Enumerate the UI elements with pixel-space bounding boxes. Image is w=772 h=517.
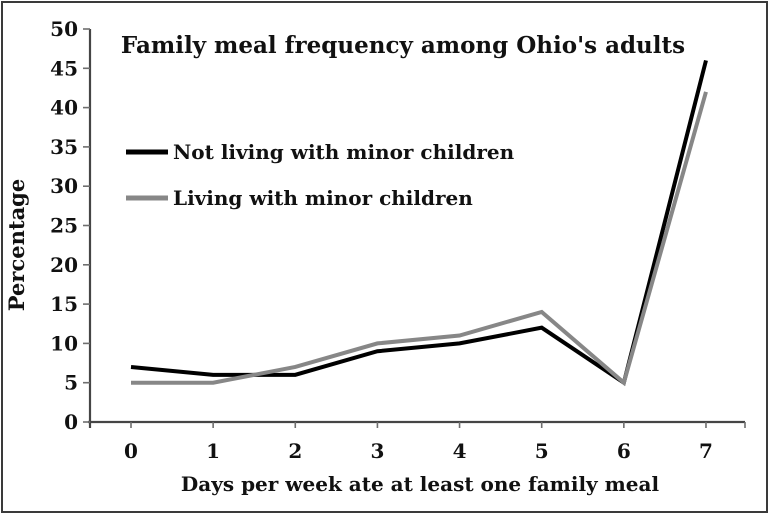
y-tick-label: 20 — [50, 253, 78, 277]
x-axis-label: Days per week ate at least one family me… — [181, 472, 660, 496]
series-line-1 — [131, 91, 708, 387]
y-axis-label: Percentage — [4, 179, 29, 311]
legend-label-not-living-with-minor-children: Not living with minor children — [173, 140, 515, 164]
y-tick-label: 50 — [50, 17, 78, 41]
y-tick-label: 35 — [50, 135, 78, 159]
y-tick-label: 10 — [50, 331, 78, 355]
x-tick-label: 2 — [288, 439, 302, 463]
y-tick-label: 25 — [50, 214, 78, 238]
axes — [88, 29, 745, 428]
y-tick-label: 40 — [50, 96, 78, 120]
y-axis-ticks: 0 5 10 15 20 25 30 35 40 45 50 — [50, 17, 90, 434]
series-lines — [130, 59, 708, 387]
x-tick-label: 5 — [535, 439, 549, 463]
y-tick-label: 0 — [64, 410, 78, 434]
x-tick-label: 7 — [699, 439, 713, 463]
x-tick-label: 1 — [206, 439, 220, 463]
x-axis-ticks: 0 1 2 3 4 5 6 7 — [124, 422, 746, 463]
x-tick-label: 6 — [617, 439, 631, 463]
y-tick-label: 30 — [50, 174, 78, 198]
series-line-0 — [130, 59, 708, 386]
y-tick-label: 45 — [50, 56, 78, 80]
x-tick-label: 0 — [124, 439, 138, 463]
x-tick-label: 3 — [370, 439, 384, 463]
x-tick-label: 4 — [453, 439, 467, 463]
y-tick-label: 5 — [64, 371, 78, 395]
legend-label-living-with-minor-children: Living with minor children — [173, 186, 473, 210]
y-tick-label: 15 — [50, 292, 78, 316]
legend: Not living with minor children Living wi… — [126, 140, 515, 210]
chart-title: Family meal frequency among Ohio's adult… — [121, 32, 685, 59]
